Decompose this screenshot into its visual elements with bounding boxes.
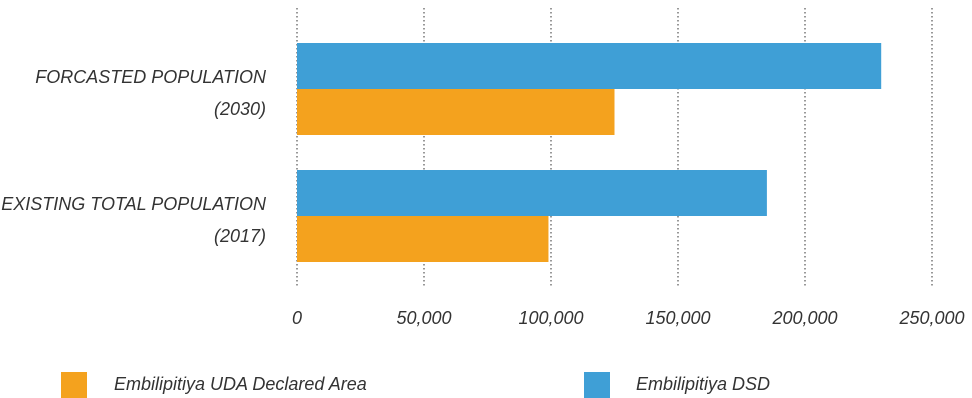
legend-swatch [61,372,87,398]
category-label: EXISTING TOTAL POPULATION [1,194,267,214]
x-tick-label: 0 [292,308,302,328]
legend: Embilipitiya UDA Declared Area Embilipiti… [61,372,770,398]
legend-swatch [584,372,610,398]
x-tick-label: 250,000 [898,308,964,328]
category-labels: FORCASTED POPULATION (2030) EXISTING TOTAL… [1,67,267,246]
bar [297,216,549,262]
x-tick-label: 200,000 [771,308,837,328]
legend-label: Embilipitiya UDA Declared Area [114,374,367,394]
bar [297,43,882,89]
x-tick-label: 100,000 [518,308,583,328]
legend-label: Embilipitiya DSD [636,374,770,394]
bar [297,89,615,135]
category-label: (2017) [214,226,266,246]
x-axis-tick-labels: 0 50,000 100,000 150,000 200,000 250,000 [292,308,965,328]
bar [297,170,767,216]
bars [297,43,882,262]
x-tick-label: 50,000 [396,308,451,328]
category-label: (2030) [214,99,266,119]
x-tick-label: 150,000 [645,308,710,328]
category-label: FORCASTED POPULATION [35,67,267,87]
